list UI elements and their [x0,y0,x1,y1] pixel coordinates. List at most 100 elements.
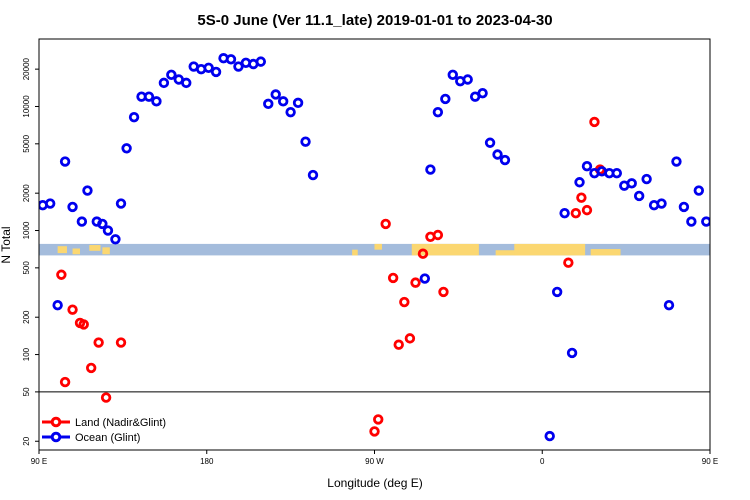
data-point [432,229,444,241]
data-point [307,169,319,181]
data-point [641,173,652,185]
data-point [166,69,177,81]
legend-marker-land [50,416,62,428]
land-shape [57,246,67,254]
data-point [492,149,503,160]
data-point [97,218,108,230]
land-shape [72,248,81,255]
data-point [544,430,555,442]
data-point [656,198,667,209]
legend-label-land: Land (Nadir&Glint) [75,417,166,429]
chart-title: 5S-0 June (Ver 11.1_late) 2019-01-01 to … [197,12,552,29]
series-land [56,116,606,437]
data-point [100,392,112,403]
data-point [56,269,67,280]
data-point [82,185,93,196]
data-point [285,106,296,118]
data-point [678,201,690,213]
x-tick-label: 0 [540,457,545,466]
data-point [686,216,697,227]
data-point [300,136,311,147]
data-point [44,198,56,209]
series-ocean [39,53,710,442]
legend-marker-ocean [50,431,62,443]
x-axis: 90 E 180 90 W 0 90 E [31,450,718,466]
land-shape [102,247,110,255]
data-point [203,62,214,74]
data-point [425,164,436,175]
data-point [93,337,104,348]
data-point [78,319,89,330]
data-point [110,234,121,245]
data-point [589,116,600,128]
data-point [128,111,140,123]
data-point [477,87,488,99]
y-tick-label: 1000 [22,221,31,239]
data-point [462,74,473,85]
data-point [626,178,637,189]
data-point [115,337,127,348]
data-point [570,207,581,219]
data-point [432,106,444,118]
data-point [181,77,192,89]
data-point [438,286,449,298]
data-point [380,218,391,230]
legend: Land (Nadir&Glint) Ocean (Glint) [42,416,166,444]
data-point [102,225,114,236]
y-tick-label: 5000 [22,134,31,152]
data-point [76,216,88,227]
data-point [387,272,399,284]
data-point [559,207,570,219]
data-point [233,61,244,72]
data-point [277,96,289,107]
data-point [611,167,623,179]
x-tick-label: 90 W [365,457,384,466]
data-point [373,414,384,425]
data-point [417,248,429,259]
data-point [440,93,451,105]
data-point [447,69,458,81]
data-point [67,201,78,213]
data-point [701,216,710,227]
land-shape [590,249,621,256]
data-point [225,54,237,65]
data-point [484,137,496,148]
data-point [115,198,127,209]
map-band [39,243,710,256]
data-point [551,286,563,298]
data-point [151,96,162,107]
data-point [263,98,274,110]
data-point [270,89,281,100]
data-point [419,273,431,284]
x-axis-label: Longitude (deg E) [327,476,422,490]
data-point [52,299,63,311]
data-point [410,277,421,288]
data-point [574,177,585,188]
x-tick-label: 180 [200,457,214,466]
data-point [85,362,97,374]
y-tick-label: 10000 [22,95,31,118]
y-tick-label: 100 [22,347,31,361]
legend-label-ocean: Ocean (Glint) [75,432,140,444]
data-point [671,156,682,167]
map-land [57,243,621,256]
land-shape [374,243,382,250]
data-point [210,66,222,78]
land-shape [411,243,479,256]
land-shape [514,243,586,256]
data-point [663,299,675,311]
land-shape [352,249,358,256]
data-point [59,156,71,167]
data-point [369,426,380,437]
data-point [255,56,267,67]
land-shape [89,245,101,251]
data-point [121,143,132,154]
data-point [292,97,304,109]
data-point [143,91,155,102]
data-point [499,154,511,166]
data-point [633,190,645,202]
y-tick-label: 2000 [22,184,31,202]
y-axis: 20 50 100 200 500 1000 2000 5000 10000 20000 [22,57,39,446]
data-point [581,161,593,172]
y-tick-label: 500 [22,261,31,275]
